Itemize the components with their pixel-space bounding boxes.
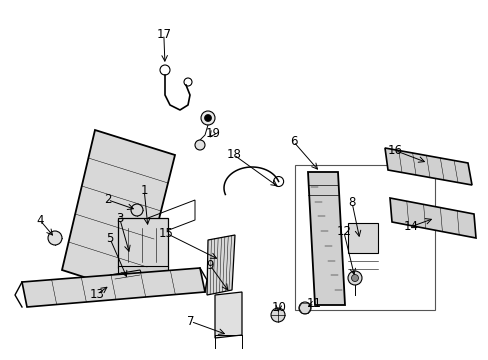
Polygon shape: [384, 148, 471, 185]
Text: 2: 2: [103, 193, 111, 206]
Text: 1: 1: [140, 184, 148, 197]
Circle shape: [195, 140, 204, 150]
Bar: [118, 266, 168, 280]
Circle shape: [48, 231, 62, 245]
Polygon shape: [307, 172, 345, 305]
Circle shape: [347, 271, 361, 285]
Circle shape: [131, 204, 142, 216]
Text: 10: 10: [271, 301, 285, 314]
Polygon shape: [62, 130, 175, 295]
Circle shape: [204, 114, 211, 122]
Text: 11: 11: [306, 297, 321, 310]
Polygon shape: [110, 270, 145, 287]
Bar: [294, 165, 434, 310]
Bar: [347, 223, 377, 253]
Text: 16: 16: [387, 144, 402, 157]
Text: 19: 19: [205, 127, 220, 140]
Circle shape: [298, 302, 310, 314]
Text: 6: 6: [289, 135, 297, 148]
Circle shape: [270, 308, 285, 322]
Polygon shape: [215, 292, 242, 338]
Text: 17: 17: [156, 28, 171, 41]
Circle shape: [201, 111, 215, 125]
Text: 13: 13: [89, 288, 104, 301]
Text: 12: 12: [336, 225, 350, 238]
Text: 14: 14: [403, 220, 417, 233]
Text: 4: 4: [36, 214, 44, 227]
Text: 18: 18: [226, 148, 241, 161]
Text: 15: 15: [159, 227, 173, 240]
Bar: [118, 218, 168, 268]
Text: 3: 3: [116, 212, 123, 225]
Text: 9: 9: [206, 259, 214, 272]
Text: 8: 8: [347, 196, 355, 209]
Text: 7: 7: [186, 315, 194, 328]
Circle shape: [351, 274, 358, 282]
Text: 5: 5: [106, 232, 114, 245]
Polygon shape: [389, 198, 475, 238]
Polygon shape: [22, 268, 204, 307]
Polygon shape: [206, 235, 235, 295]
